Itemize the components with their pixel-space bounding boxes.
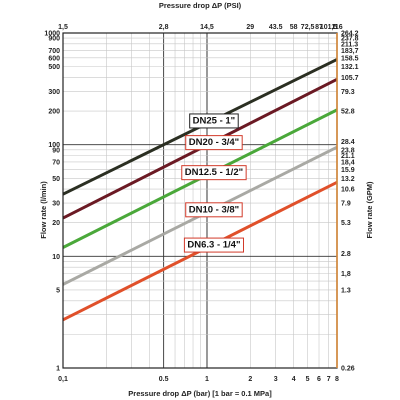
left-tick-label: 20 <box>52 220 60 227</box>
right-tick-label: 183,7 <box>341 48 359 55</box>
plot-frame <box>62 32 338 369</box>
right-tick-label: 1.3 <box>341 287 351 294</box>
right-tick-label: 13.2 <box>341 176 355 183</box>
left-tick-label: 900 <box>48 36 60 43</box>
series-label-text: DN6.3 - 1/4" <box>187 240 240 251</box>
left-tick-label: 50 <box>52 176 60 183</box>
left-tick-label: 700 <box>48 48 60 55</box>
left-tick-label: 70 <box>52 159 60 166</box>
bottom-tick-label: 3 <box>274 376 278 383</box>
series-label-0: DN25 - 1" <box>189 113 239 129</box>
top-tick-label: 72,5 <box>301 24 315 31</box>
bottom-axis-ticks: 0,1 0.5 1 2 3 4 5 6 7 8 <box>58 376 339 383</box>
series-label-4: DN6.3 - 1/4" <box>183 237 244 253</box>
top-tick-label: 14,5 <box>200 24 214 31</box>
right-tick-label: 10.6 <box>341 187 355 194</box>
bottom-tick-label: 6 <box>317 376 321 383</box>
bottom-tick-label: 5 <box>306 376 310 383</box>
left-tick-label: 200 <box>48 109 60 116</box>
right-tick-label: 15.9 <box>341 167 355 174</box>
left-tick-label: 600 <box>48 55 60 62</box>
top-tick-label: 2,8 <box>159 24 169 31</box>
right-tick-label: 264.2 <box>341 31 359 38</box>
bottom-axis-title: Pressure drop ΔP (bar) [1 bar = 0.1 MPa] <box>128 389 272 398</box>
left-tick-label: 500 <box>48 64 60 71</box>
series-label-box <box>185 202 243 218</box>
bottom-tick-label: 8 <box>335 376 339 383</box>
right-tick-label: 1,8 <box>341 271 351 278</box>
right-tick-label: 28.4 <box>341 139 355 146</box>
top-tick-label: 101,5 <box>320 24 338 31</box>
bottom-tick-label: 0,1 <box>58 376 68 383</box>
right-tick-label: 18,4 <box>341 159 355 166</box>
bottom-tick-label: 4 <box>292 376 296 383</box>
bottom-tick-label: 1 <box>205 376 209 383</box>
right-tick-label: 2.8 <box>341 251 351 258</box>
right-tick-label: 132.1 <box>341 64 359 71</box>
left-tick-label: 100 <box>48 142 60 149</box>
right-axis-ticks: 0.261.31,82.85.37.910.613.215.918,421.12… <box>341 31 359 373</box>
right-tick-label: 23.8 <box>341 147 355 154</box>
left-tick-label: 90 <box>52 147 60 154</box>
series-lines <box>62 58 338 322</box>
left-axis-title: Flow rate (l/min) <box>39 181 48 239</box>
series-label-text: DN25 - 1" <box>193 115 236 126</box>
left-tick-label: 10 <box>52 254 60 261</box>
left-tick-label: 5 <box>56 287 60 294</box>
left-tick-label: 300 <box>48 89 60 96</box>
top-axis-title: Pressure drop ΔP (PSI) <box>159 1 242 10</box>
right-axis-title: Flow rate (GPM) <box>365 181 374 239</box>
top-tick-label: 87 <box>315 24 323 31</box>
right-tick-label: 158.5 <box>341 55 359 62</box>
series-label-text: DN20 - 3/4" <box>189 137 239 148</box>
left-tick-label: 1000 <box>44 31 60 38</box>
right-tick-label: 5.3 <box>341 220 351 227</box>
series-label-text: DN12.5 - 1/2" <box>185 167 243 178</box>
right-tick-label: 52.8 <box>341 109 355 116</box>
top-tick-label: 1,5 <box>58 24 68 31</box>
series-labels: DN25 - 1" DN20 - 3/4" DN12.5 - 1/2" DN10 - … <box>181 113 247 253</box>
right-tick-label: 79.3 <box>341 89 355 96</box>
right-tick-label: 211.3 <box>341 41 358 48</box>
top-tick-label: 116 <box>331 24 342 31</box>
bottom-tick-label: 0.5 <box>159 376 169 383</box>
series-label-3: DN10 - 3/8" <box>185 202 243 218</box>
bottom-tick-label: 7 <box>327 376 331 383</box>
right-tick-label: 237.8 <box>341 36 359 43</box>
top-tick-label: 43.5 <box>269 24 283 31</box>
top-tick-label: 29 <box>246 24 254 31</box>
series-label-box <box>181 165 247 181</box>
right-tick-label: 21.1 <box>341 153 355 160</box>
left-tick-label: 30 <box>52 201 60 208</box>
series-label-2: DN12.5 - 1/2" <box>181 165 247 181</box>
series-label-box <box>185 135 243 151</box>
bottom-tick-label: 2 <box>248 376 252 383</box>
left-tick-label: 1 <box>56 366 60 373</box>
right-tick-label: 0.26 <box>341 366 355 373</box>
series-label-1: DN20 - 3/4" <box>185 135 243 151</box>
top-tick-label: 58 <box>290 24 298 31</box>
right-tick-label: 105.7 <box>341 75 359 82</box>
series-label-text: DN10 - 3/8" <box>189 204 239 215</box>
series-label-box <box>189 113 239 129</box>
right-tick-label: 7.9 <box>341 201 351 208</box>
series-label-box <box>183 237 244 253</box>
grid <box>62 32 338 369</box>
